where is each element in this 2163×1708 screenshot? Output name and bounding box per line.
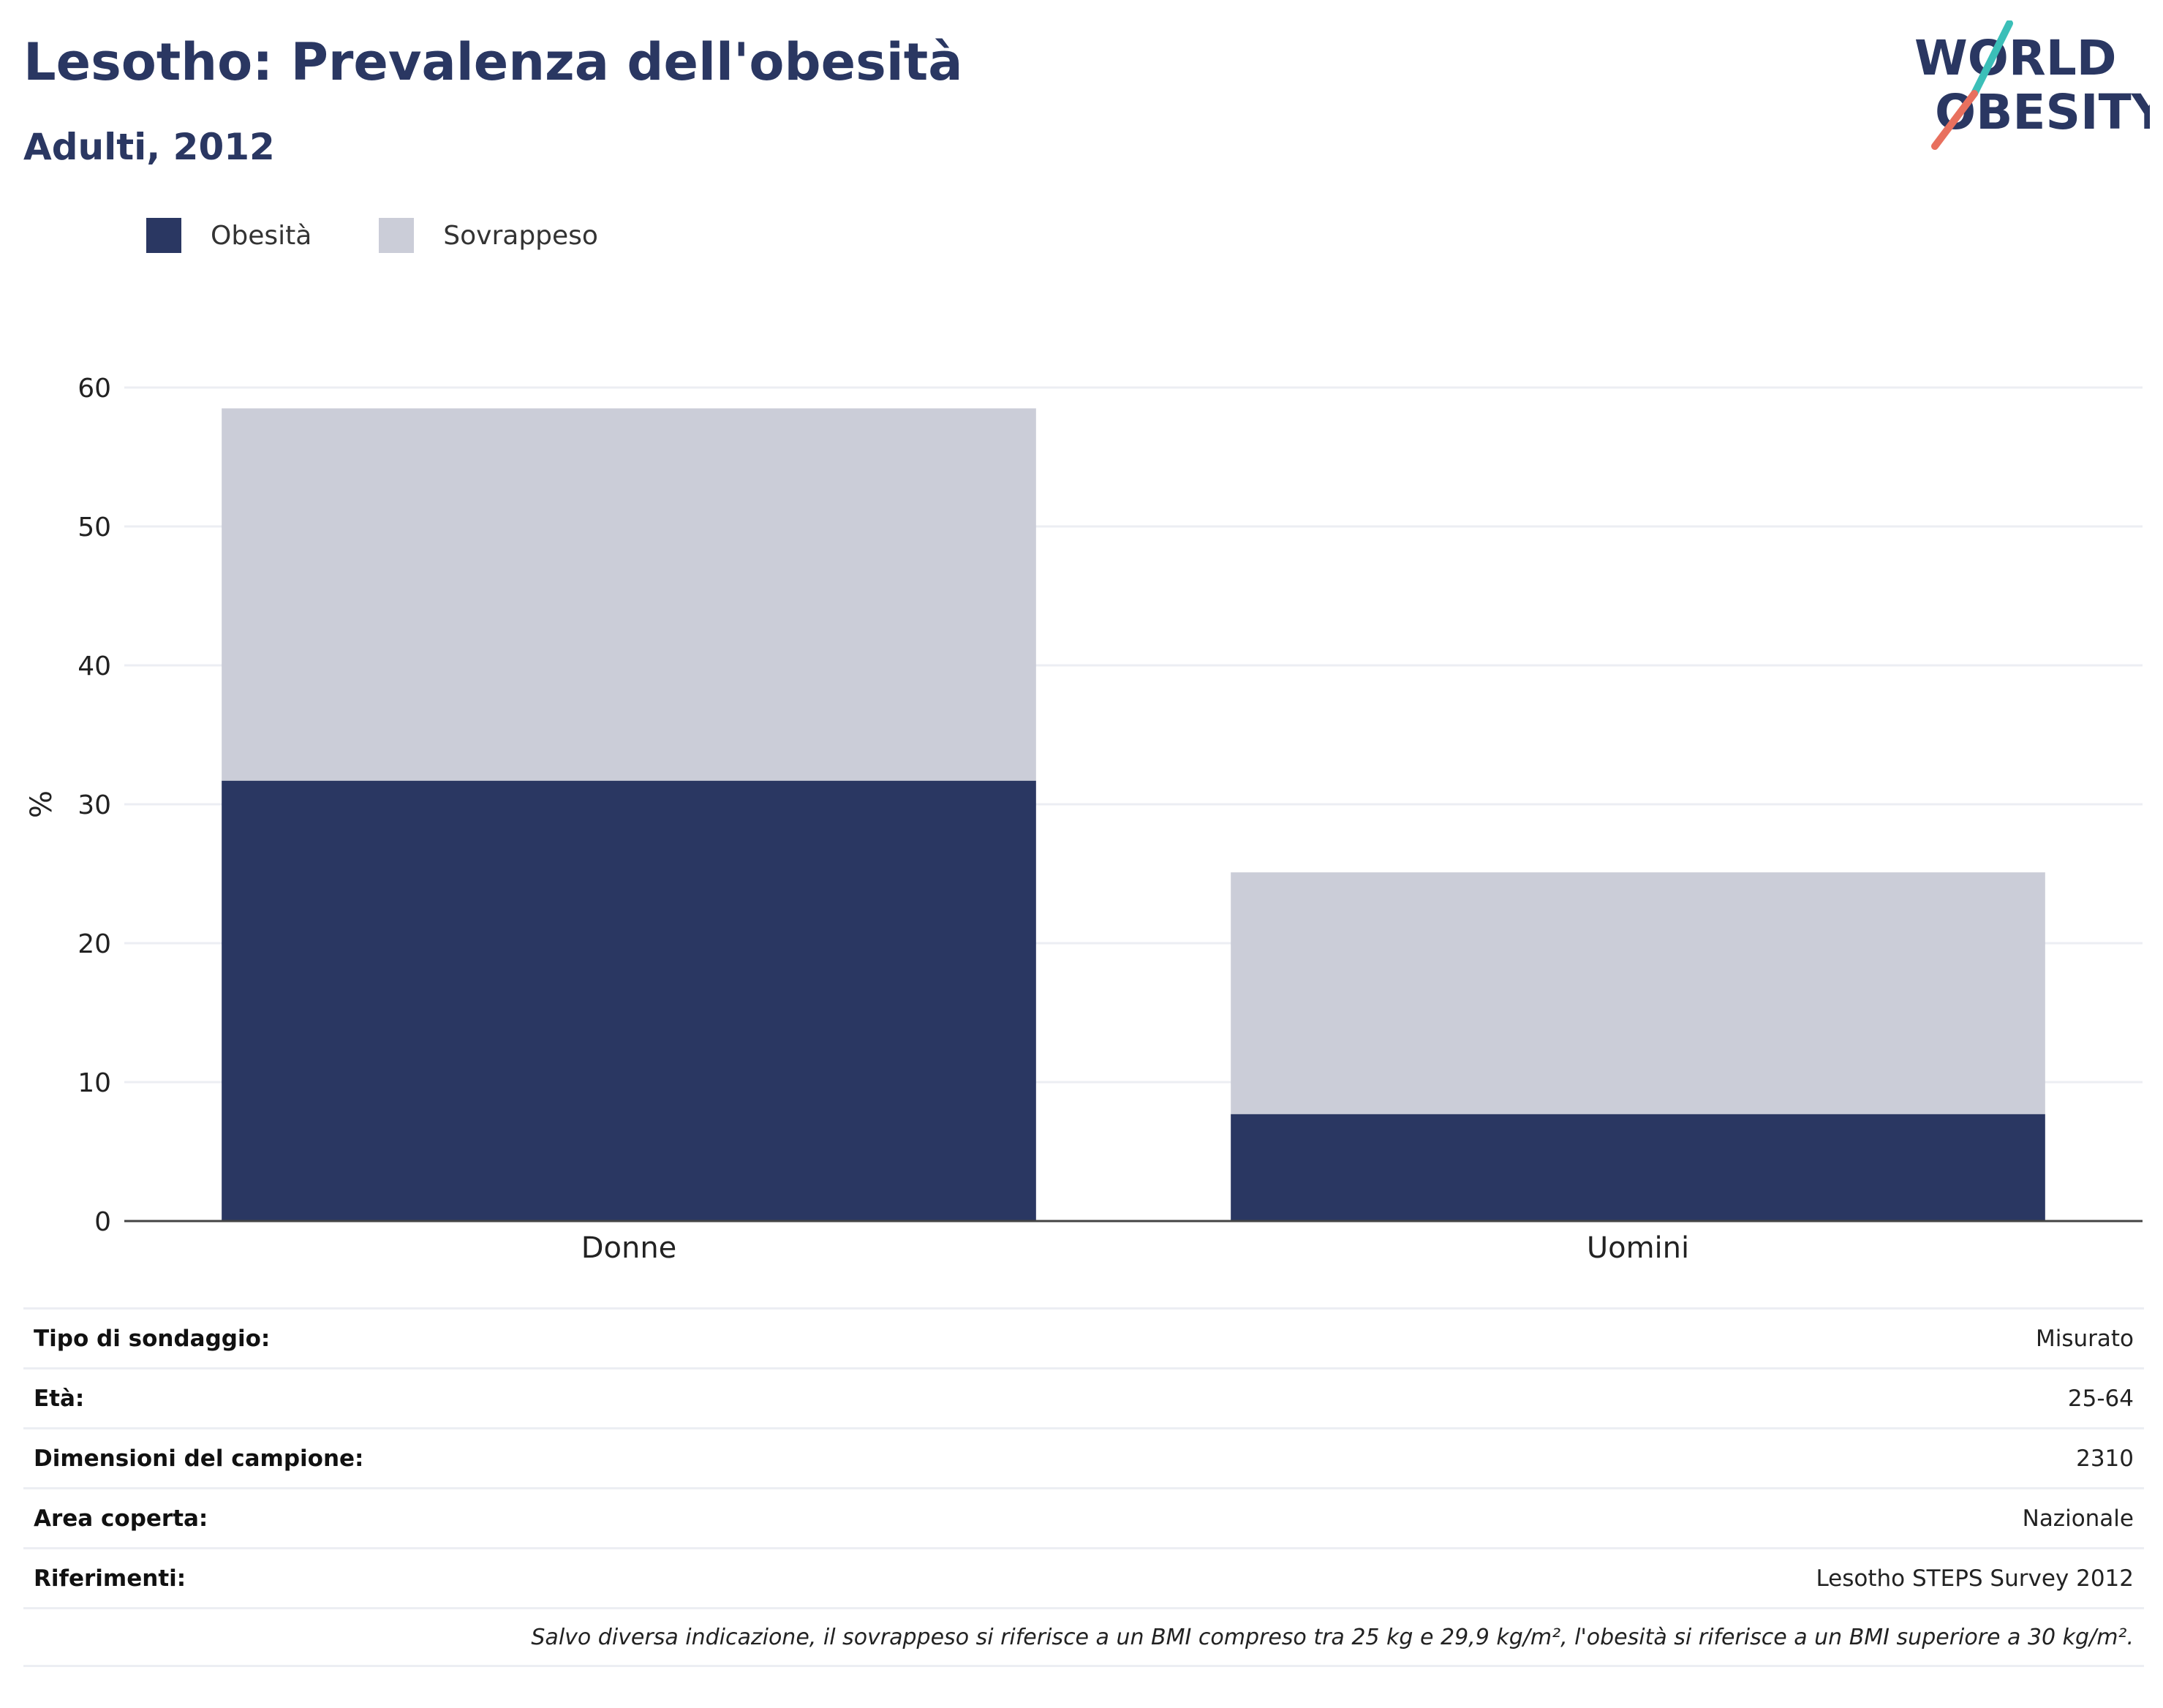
y-axis-label: %: [25, 790, 58, 818]
chart-title: Lesotho: Prevalenza dell'obesità: [23, 32, 963, 92]
legend: Obesità Sovrappeso: [146, 216, 665, 254]
x-tick-label: Donne: [581, 1231, 677, 1265]
x-tick-label: Uomini: [1587, 1231, 1689, 1265]
info-key: Area coperta:: [34, 1505, 208, 1532]
y-tick-label: 60: [78, 374, 111, 404]
legend-swatch-overweight: [379, 218, 415, 253]
info-row-area: Area coperta: Nazionale: [23, 1487, 2144, 1547]
info-row-sample-size: Dimensioni del campione: 2310: [23, 1427, 2144, 1487]
bar-overweight-donne: [222, 408, 1036, 781]
legend-item-overweight[interactable]: Sovrappeso: [379, 218, 598, 253]
y-tick-label: 0: [94, 1207, 111, 1237]
survey-info-table: Tipo di sondaggio: Misurato Età: 25-64 D…: [23, 1307, 2144, 1667]
y-tick-label: 10: [78, 1068, 111, 1098]
info-value: Lesotho STEPS Survey 2012: [1816, 1565, 2134, 1592]
legend-label-overweight: Sovrappeso: [443, 220, 598, 251]
info-value: Nazionale: [2022, 1505, 2134, 1532]
info-key: Età:: [34, 1385, 85, 1412]
logo-slash-top: [1971, 20, 2013, 97]
y-tick-label: 50: [78, 513, 111, 543]
info-row-age: Età: 25-64: [23, 1367, 2144, 1427]
info-key: Tipo di sondaggio:: [34, 1325, 271, 1352]
info-row-references: Riferimenti: Lesotho STEPS Survey 2012: [23, 1547, 2144, 1607]
info-key: Riferimenti:: [34, 1565, 186, 1592]
info-value: 25-64: [2067, 1385, 2134, 1412]
logo-line2: OBESITY: [1935, 84, 2150, 140]
y-tick-label: 40: [78, 651, 111, 681]
bar-overweight-uomini: [1231, 872, 2045, 1114]
bar-obesity-uomini: [1231, 1114, 2045, 1221]
world-obesity-logo: WORLD OBESITY: [1914, 20, 2150, 150]
logo-slash-bottom: [1931, 90, 1978, 150]
info-row-survey-type: Tipo di sondaggio: Misurato: [23, 1307, 2144, 1367]
bar-chart: 0 10 20 30 40 50 60% Donne Uomini: [25, 374, 2143, 1265]
info-row-note: Salvo diversa indicazione, il sovrappeso…: [23, 1607, 2144, 1667]
y-tick-label: 30: [78, 790, 111, 820]
bar-obesity-donne: [222, 780, 1036, 1221]
y-tick-label: 20: [78, 929, 111, 959]
legend-item-obesity[interactable]: Obesità: [146, 218, 312, 253]
legend-swatch-obesity: [146, 218, 181, 253]
info-value: Misurato: [2035, 1325, 2134, 1352]
chart-subtitle: Adulti, 2012: [23, 126, 275, 168]
logo-line1: WORLD: [1914, 30, 2117, 86]
bmi-definition-note: Salvo diversa indicazione, il sovrappeso…: [531, 1624, 2134, 1650]
info-value: 2310: [2076, 1445, 2134, 1472]
info-key: Dimensioni del campione:: [34, 1445, 364, 1472]
legend-label-obesity: Obesità: [211, 220, 312, 251]
